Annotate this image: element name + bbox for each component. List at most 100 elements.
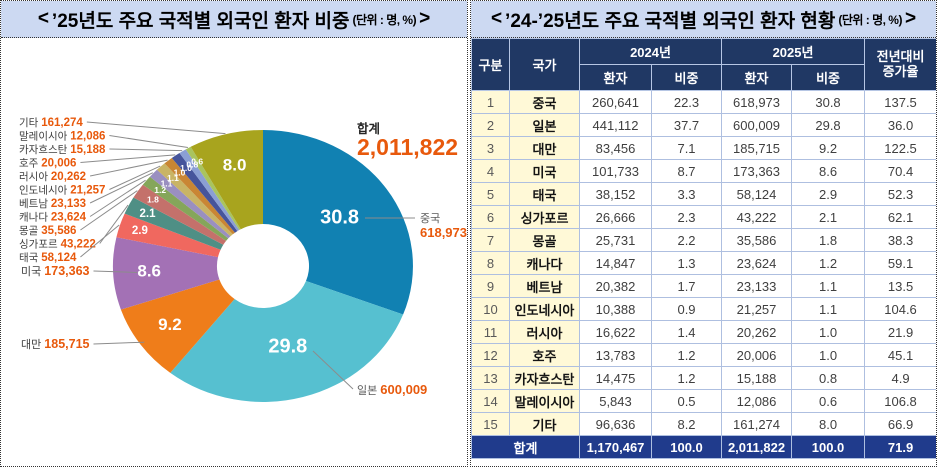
country-cell: 몽골 <box>509 228 580 252</box>
country-cell: 호주 <box>509 343 580 367</box>
leader-line-기타 <box>86 121 226 135</box>
total-label: 합계 <box>357 121 380 136</box>
country-cell: 인도네시아 <box>509 297 580 321</box>
growth-cell: 21.9 <box>864 320 936 344</box>
share-2025-cell: 1.1 <box>791 297 866 321</box>
header-patients-2024: 환자 <box>579 64 652 91</box>
patients-2024-cell: 20,382 <box>579 274 652 298</box>
share-2025-cell: 30.8 <box>791 90 866 114</box>
share-2025-cell: 0.8 <box>791 366 866 390</box>
patients-2025-cell: 600,009 <box>721 113 793 137</box>
table-row: 3 대만 83,456 7.1 185,715 9.2 122.5 <box>471 136 936 160</box>
rank-cell: 12 <box>471 343 510 367</box>
table-row: 6 싱가포르 26,666 2.3 43,222 2.1 62.1 <box>471 205 936 229</box>
leader-line-말레이시아 <box>109 135 188 148</box>
title-bracket-close: > <box>904 8 917 29</box>
slice-percent-label: 2.9 <box>132 225 148 237</box>
country-cell: 미국 <box>509 159 580 183</box>
patients-2024-cell: 96,636 <box>579 412 652 436</box>
title-bracket-open: < <box>490 8 503 29</box>
rank-cell: 7 <box>471 228 510 252</box>
patients-2025-cell: 20,006 <box>721 343 793 367</box>
legend-label-말레이시아: 말레이시아 12,086 <box>19 131 105 143</box>
pie-slice-싱가포르 <box>124 197 224 250</box>
country-cell: 캐나다 <box>509 251 580 275</box>
growth-cell: 137.5 <box>864 90 936 114</box>
slice-percent-label: 1.2 <box>154 185 166 195</box>
table-row: 4 미국 101,733 8.7 173,363 8.6 70.4 <box>471 159 936 183</box>
leader-line-카자흐스탄 <box>109 148 183 152</box>
share-2025-cell: 8.6 <box>791 159 866 183</box>
share-2025-cell: 1.8 <box>791 228 866 252</box>
table-row: 11 러시아 16,622 1.4 20,262 1.0 21.9 <box>471 320 936 344</box>
patients-2024-cell: 14,475 <box>579 366 652 390</box>
pie-title-unit: (단위 : 명, %) <box>352 12 417 27</box>
total-share-2024-cell: 100.0 <box>650 435 723 459</box>
patients-2025-cell: 35,586 <box>721 228 793 252</box>
legend-label-미국: 미국 173,363 <box>21 264 90 278</box>
slice-percent-label: 9.2 <box>158 315 182 334</box>
growth-cell: 59.1 <box>864 251 936 275</box>
share-2024-cell: 0.9 <box>650 297 723 321</box>
growth-cell: 106.8 <box>864 389 936 413</box>
pie-slice-대만 <box>120 279 235 373</box>
country-cell: 중국 <box>509 90 580 114</box>
patients-2025-cell: 161,274 <box>721 412 793 436</box>
total-patients-2024-cell: 1,170,467 <box>579 435 652 459</box>
leader-line-캐나다 <box>89 179 146 217</box>
share-2025-cell: 29.8 <box>791 113 866 137</box>
pie-slice-러시아 <box>164 158 235 235</box>
growth-cell: 122.5 <box>864 136 936 160</box>
rank-cell: 15 <box>471 412 510 436</box>
rank-cell: 10 <box>471 297 510 321</box>
table-row: 10 인도네시아 10,388 0.9 21,257 1.1 104.6 <box>471 297 936 321</box>
share-2024-cell: 7.1 <box>650 136 723 160</box>
legend-label-일본: 일본 600,009 <box>357 382 427 397</box>
pie-slice-카자흐스탄 <box>179 149 240 232</box>
patients-2025-cell: 173,363 <box>721 159 793 183</box>
patients-2025-cell: 23,133 <box>721 274 793 298</box>
share-2025-cell: 1.2 <box>791 251 866 275</box>
slice-percent-label: 0.8 <box>186 159 198 169</box>
header-country: 국가 <box>509 38 580 91</box>
rank-cell: 11 <box>471 320 510 344</box>
share-2025-cell: 2.1 <box>791 205 866 229</box>
share-2024-cell: 37.7 <box>650 113 723 137</box>
share-2024-cell: 2.2 <box>650 228 723 252</box>
share-2025-cell: 8.0 <box>791 412 866 436</box>
patients-2024-cell: 38,152 <box>579 182 652 206</box>
total-growth-cell: 71.9 <box>864 435 936 459</box>
share-2024-cell: 1.3 <box>650 251 723 275</box>
patients-2025-cell: 23,624 <box>721 251 793 275</box>
header-growth: 전년대비 증가율 <box>864 38 936 91</box>
growth-cell: 104.6 <box>864 297 936 321</box>
table-row: 8 캐나다 14,847 1.3 23,624 1.2 59.1 <box>471 251 936 275</box>
donut-chart: 30.829.89.28.62.92.11.81.21.11.11.01.00.… <box>19 117 467 402</box>
slice-percent-label: 29.8 <box>268 336 307 358</box>
patients-2024-cell: 101,733 <box>579 159 652 183</box>
donut-chart-area: 30.8 29.8 9.2 8.6 2.9 2.1 1.8 1.2 1.1 1.1 1.0 1.0 0.… <box>1 38 467 466</box>
share-2025-cell: 9.2 <box>791 136 866 160</box>
patients-2025-cell: 58,124 <box>721 182 793 206</box>
title-bracket-close: > <box>419 8 431 29</box>
leader-line-몽골 <box>80 190 138 231</box>
total-patients-2025-cell: 2,011,822 <box>721 435 793 459</box>
country-cell: 대만 <box>509 136 580 160</box>
slice-percent-label: 1.1 <box>161 179 173 189</box>
share-2024-cell: 1.4 <box>650 320 723 344</box>
table-row: 1 중국 260,641 22.3 618,973 30.8 137.5 <box>471 90 936 114</box>
table-row: 9 베트남 20,382 1.7 23,133 1.1 13.5 <box>471 274 936 298</box>
patients-table: 구분 국가 2024년 2025년 전년대비 증가율 환자 비중 환자 비중 1… <box>471 38 936 459</box>
slice-percent-label: 1.1 <box>167 173 179 183</box>
legend-label-인도네시아: 인도네시아 21,257 <box>19 185 105 197</box>
legend-label-호주: 호주 20,006 <box>19 158 76 170</box>
table-total-row: 합계 1,170,467 100.0 2,011,822 100.0 71.9 <box>471 435 936 459</box>
patients-2024-cell: 260,641 <box>579 90 652 114</box>
rank-cell: 8 <box>471 251 510 275</box>
growth-cell: 70.4 <box>864 159 936 183</box>
legend-label-대만: 대만 185,715 <box>21 337 90 351</box>
header-2025: 2025년 <box>721 38 866 65</box>
rank-cell: 3 <box>471 136 510 160</box>
pie-slice-기타 <box>190 129 263 230</box>
table-body: 1 중국 260,641 22.3 618,973 30.8 137.5 2 일본 441,112… <box>471 90 936 459</box>
